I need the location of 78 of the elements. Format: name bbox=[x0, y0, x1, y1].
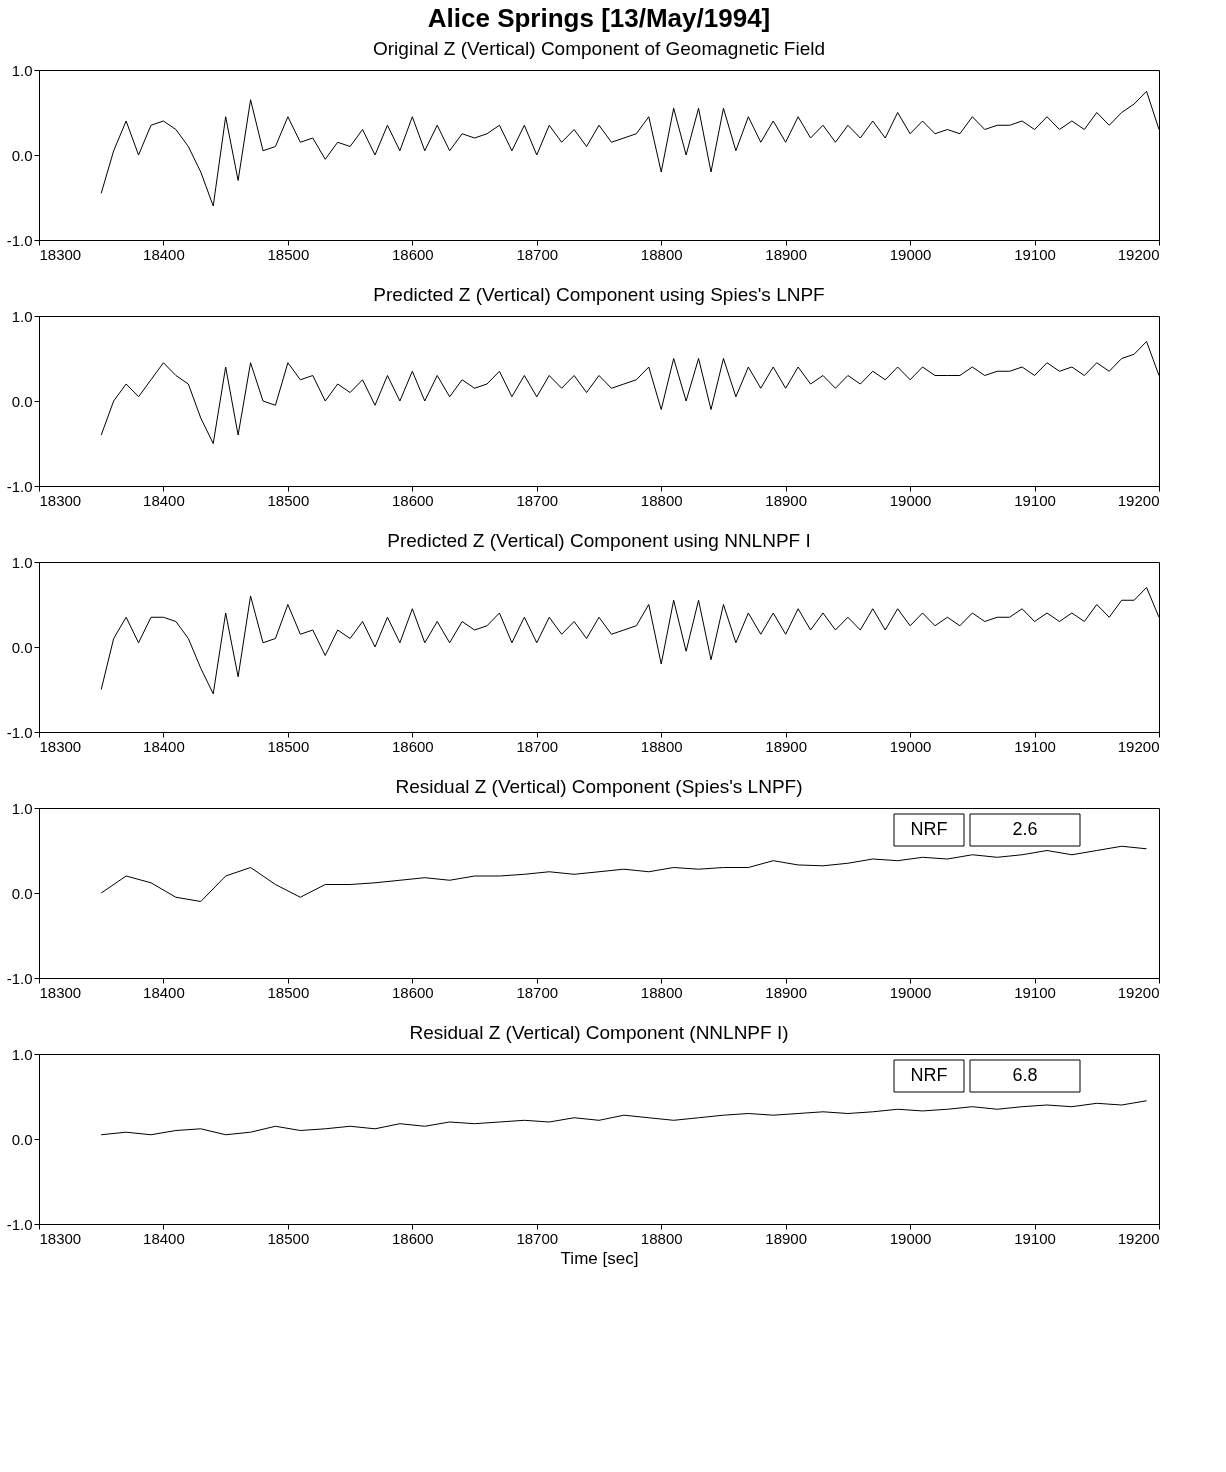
x-tick-label: 18300 bbox=[39, 491, 82, 509]
y-tick-label: 0.0 bbox=[11, 638, 33, 656]
x-tick-label: 19200 bbox=[1117, 491, 1160, 509]
y-tick-label: 0.0 bbox=[11, 1130, 33, 1148]
x-tick-label: 19100 bbox=[1014, 1229, 1056, 1247]
line-series bbox=[100, 1100, 1148, 1136]
x-tick-label: 18400 bbox=[143, 491, 185, 509]
y-tick-label: -1.0 bbox=[6, 969, 33, 987]
y-tick-label: -1.0 bbox=[6, 477, 33, 495]
y-tick-label: 1.0 bbox=[11, 1045, 33, 1063]
x-tick-label: 19100 bbox=[1014, 983, 1056, 1001]
x-tick-label: 19200 bbox=[1117, 245, 1160, 263]
x-tick-label: 18600 bbox=[391, 737, 434, 755]
x-tick-label: 18400 bbox=[143, 1229, 185, 1247]
chart-title: Residual Z (Vertical) Component (NNLNPF I) bbox=[409, 1022, 789, 1043]
x-tick-label: 18600 bbox=[391, 245, 434, 263]
x-tick-label: 18600 bbox=[391, 983, 434, 1001]
y-tick-label: 1.0 bbox=[11, 799, 33, 817]
x-tick-label: 19000 bbox=[889, 983, 932, 1001]
y-tick-label: 1.0 bbox=[11, 307, 33, 325]
x-tick-label: 18800 bbox=[640, 245, 683, 263]
x-tick-label: 18900 bbox=[765, 983, 808, 1001]
y-tick-label: 0.0 bbox=[11, 884, 33, 902]
x-tick-label: 18500 bbox=[267, 491, 310, 509]
x-tick-label: 18500 bbox=[267, 245, 310, 263]
x-tick-label: 18300 bbox=[39, 983, 82, 1001]
x-tick-label: 18600 bbox=[391, 491, 434, 509]
x-tick-label: 18900 bbox=[765, 737, 808, 755]
y-tick-label: -1.0 bbox=[6, 723, 33, 741]
line-series bbox=[100, 845, 1148, 902]
annotation: 2.6 bbox=[1012, 819, 1038, 839]
chart-title: Predicted Z (Vertical) Component using Spies's LNPF bbox=[373, 284, 825, 305]
x-tick-label: 18300 bbox=[39, 1229, 82, 1247]
x-tick-label: 19200 bbox=[1117, 983, 1160, 1001]
x-tick-label: 19000 bbox=[889, 245, 932, 263]
x-tick-label: 18700 bbox=[516, 737, 559, 755]
y-tick-label: -1.0 bbox=[6, 231, 33, 249]
x-tick-label: 19000 bbox=[889, 737, 932, 755]
x-tick-label: 18400 bbox=[143, 983, 185, 1001]
y-tick-label: 1.0 bbox=[11, 61, 33, 79]
y-tick-label: 0.0 bbox=[11, 146, 33, 164]
x-axis-title: Time [sec] bbox=[560, 1248, 639, 1268]
x-tick-label: 18600 bbox=[391, 1229, 434, 1247]
chart-title: Residual Z (Vertical) Component (Spies's LNPF) bbox=[395, 776, 803, 797]
x-tick-label: 18800 bbox=[640, 1229, 683, 1247]
x-tick-label: 18400 bbox=[143, 737, 185, 755]
y-tick-label: 1.0 bbox=[11, 553, 33, 571]
x-tick-label: 19100 bbox=[1014, 491, 1056, 509]
x-tick-label: 19200 bbox=[1117, 1229, 1160, 1247]
x-tick-label: 18500 bbox=[267, 983, 310, 1001]
annotation: 6.8 bbox=[1012, 1065, 1038, 1085]
x-tick-label: 18700 bbox=[516, 245, 559, 263]
chart-title: Predicted Z (Vertical) Component using NNLNPF I bbox=[387, 530, 811, 551]
x-tick-label: 18500 bbox=[267, 737, 310, 755]
x-tick-label: 18700 bbox=[516, 983, 559, 1001]
x-tick-label: 18700 bbox=[516, 491, 559, 509]
x-tick-label: 18900 bbox=[765, 491, 808, 509]
y-tick-label: 0.0 bbox=[11, 392, 33, 410]
annotation: NRF bbox=[910, 819, 948, 839]
x-tick-label: 19000 bbox=[889, 1229, 932, 1247]
x-tick-label: 19200 bbox=[1117, 737, 1160, 755]
x-tick-label: 18800 bbox=[640, 737, 683, 755]
x-tick-label: 19100 bbox=[1014, 737, 1056, 755]
x-tick-label: 18900 bbox=[765, 245, 808, 263]
x-tick-label: 18300 bbox=[39, 737, 82, 755]
x-tick-label: 18500 bbox=[267, 1229, 310, 1247]
y-tick-label: -1.0 bbox=[6, 1215, 33, 1233]
x-tick-label: 18300 bbox=[39, 245, 82, 263]
annotation: NRF bbox=[910, 1065, 948, 1085]
chart-subtitle: Original Z (Vertical) Component of Geomagnetic Field bbox=[373, 38, 825, 59]
x-tick-label: 18900 bbox=[765, 1229, 808, 1247]
x-tick-label: 18800 bbox=[640, 491, 683, 509]
x-tick-label: 19100 bbox=[1014, 245, 1056, 263]
x-tick-label: 18700 bbox=[516, 1229, 559, 1247]
x-tick-label: 19000 bbox=[889, 491, 932, 509]
chart-title: Alice Springs [13/May/1994] bbox=[427, 3, 771, 33]
x-tick-label: 18400 bbox=[143, 245, 185, 263]
x-tick-label: 18800 bbox=[640, 983, 683, 1001]
